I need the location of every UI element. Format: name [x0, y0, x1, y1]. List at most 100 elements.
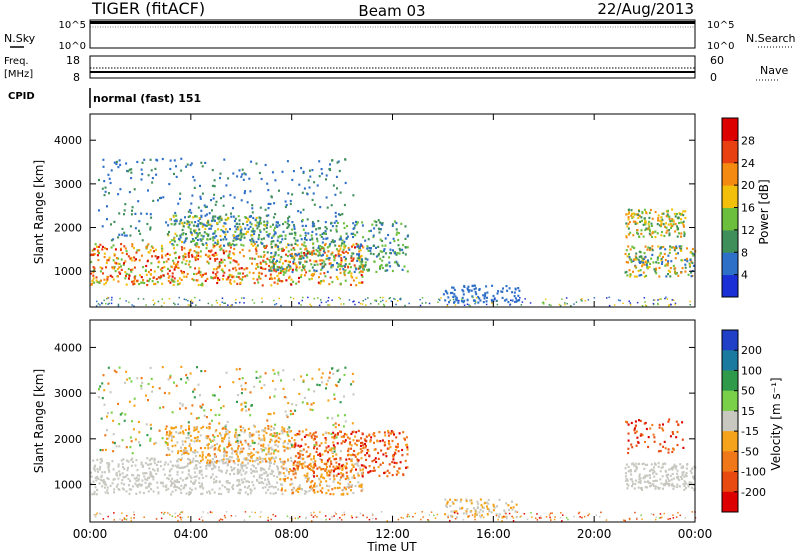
data-cell [381, 239, 384, 243]
data-cell [660, 517, 662, 519]
data-cell [98, 178, 100, 182]
data-cell [665, 475, 668, 478]
data-cell [221, 427, 224, 430]
data-cell [641, 463, 644, 466]
data-cell [186, 163, 189, 166]
data-cell [674, 303, 676, 306]
data-cell [203, 231, 206, 234]
data-cell [228, 436, 230, 439]
data-cell [177, 450, 180, 453]
data-cell [659, 247, 662, 250]
data-cell [553, 518, 556, 521]
data-cell [359, 302, 362, 305]
data-cell [317, 453, 319, 456]
data-cell [213, 478, 216, 481]
data-cell [561, 520, 563, 522]
data-cell [273, 202, 276, 205]
data-cell [365, 458, 368, 461]
data-cell [283, 460, 286, 463]
data-cell [281, 170, 284, 173]
data-cell [658, 254, 661, 257]
data-cell [151, 385, 154, 389]
data-cell [110, 246, 113, 249]
data-cell [640, 229, 643, 232]
data-cell [161, 282, 164, 285]
data-cell [132, 283, 135, 286]
data-cell [669, 223, 672, 226]
data-cell [341, 468, 344, 471]
data-cell [201, 492, 204, 495]
data-cell [270, 472, 273, 475]
data-cell [313, 181, 316, 184]
data-cell [324, 226, 327, 229]
data-cell [483, 295, 486, 298]
data-cell [286, 433, 289, 436]
data-cell [312, 192, 315, 195]
data-cell [395, 228, 398, 231]
data-cell [328, 458, 331, 461]
data-cell [384, 244, 387, 247]
data-cell [334, 211, 337, 214]
data-cell [627, 470, 630, 473]
data-cell [352, 252, 355, 255]
data-cell [348, 484, 351, 487]
data-cell [361, 264, 364, 267]
data-cell [629, 248, 632, 251]
data-cell [172, 280, 175, 283]
data-cell [252, 453, 255, 456]
data-cell [294, 442, 297, 445]
data-cell [454, 304, 457, 306]
data-cell [397, 445, 399, 448]
data-cell [420, 518, 422, 521]
data-cell [625, 261, 628, 264]
data-cell [174, 303, 176, 306]
data-cell [364, 454, 367, 457]
data-cell [670, 260, 673, 263]
data-cell [331, 264, 334, 267]
data-cell [232, 259, 235, 262]
data-cell [90, 272, 93, 275]
data-cell [167, 477, 170, 481]
data-cell [225, 461, 228, 464]
data-cell [107, 412, 109, 415]
data-cell [272, 513, 274, 516]
data-cell [313, 491, 316, 494]
data-cell [125, 300, 127, 302]
data-cell [282, 387, 285, 390]
data-cell [350, 272, 353, 275]
data-cell [215, 275, 218, 278]
data-cell [136, 249, 139, 252]
data-cell [195, 439, 198, 442]
data-cell [200, 427, 203, 430]
data-cell [191, 277, 194, 281]
data-cell [189, 164, 192, 167]
data-cell [174, 516, 177, 518]
data-cell [100, 474, 103, 477]
data-cell [395, 303, 397, 306]
data-cell [392, 458, 395, 461]
data-cell [178, 282, 181, 285]
data-cell [253, 470, 256, 473]
data-cell [199, 394, 201, 397]
data-cell [255, 249, 258, 252]
data-cell [250, 243, 253, 246]
data-cell [143, 282, 146, 285]
data-cell [290, 232, 293, 235]
data-cell [178, 239, 181, 242]
data-cell [103, 471, 106, 474]
data-cell [209, 463, 212, 466]
data-cell [147, 463, 149, 466]
data-cell [224, 264, 227, 267]
data-cell [243, 401, 246, 404]
data-cell [477, 503, 480, 506]
data-cell [161, 254, 163, 257]
data-cell [123, 517, 126, 519]
data-cell [213, 448, 216, 451]
data-cell [198, 267, 201, 270]
data-cell [255, 216, 258, 219]
data-cell [339, 263, 342, 266]
data-cell [317, 297, 319, 299]
data-cell [160, 247, 163, 250]
data-cell [655, 267, 658, 270]
data-cell [646, 265, 649, 268]
